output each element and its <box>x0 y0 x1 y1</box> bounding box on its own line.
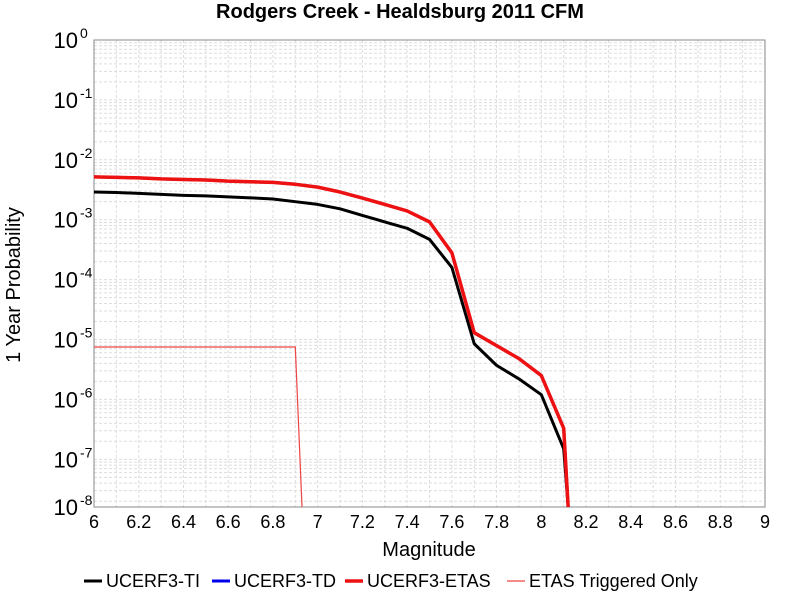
y-tick-label: 10 -2 <box>54 145 93 173</box>
legend-label: UCERF3-TD <box>234 571 336 591</box>
legend-item: ETAS Triggered Only <box>507 571 698 591</box>
x-tick-label: 8.4 <box>618 512 643 532</box>
y-tick-base: 10 <box>54 328 78 353</box>
x-tick-label: 8.6 <box>663 512 688 532</box>
legend-label: ETAS Triggered Only <box>529 571 698 591</box>
y-tick-exponent: -6 <box>80 384 93 400</box>
y-tick-base: 10 <box>54 208 78 233</box>
y-tick-base: 10 <box>54 495 78 520</box>
x-tick-label: 6.6 <box>216 512 241 532</box>
y-tick-exponent: -1 <box>80 85 93 101</box>
y-tick-base: 10 <box>54 28 78 53</box>
series-line-ucerf3-etas <box>93 175 570 508</box>
x-tick-labels: 6 6.2 6.4 6.6 6.8 7 7.2 7.4 7.6 7.8 8 8.2 8.4 8.6 8.8 9 <box>89 512 770 532</box>
legend-label: UCERF3-TI <box>106 571 200 591</box>
x-tick-label: 7 <box>313 512 323 532</box>
x-tick-label: 7.6 <box>439 512 464 532</box>
series-layer <box>93 175 570 508</box>
y-axis-label: 1 Year Probability <box>3 207 25 363</box>
y-tick-exponent: -3 <box>80 205 93 221</box>
series-line-ucerf3-ti <box>93 190 570 508</box>
y-tick-label: 10 -6 <box>54 384 93 412</box>
y-tick-label: 10 -4 <box>54 265 93 293</box>
y-tick-label: 10 -8 <box>54 492 93 520</box>
series-line-etas-triggered-only <box>94 346 303 508</box>
x-tick-label: 6.4 <box>171 512 196 532</box>
y-tick-exponent: -2 <box>80 145 93 161</box>
legend-item: UCERF3-TD <box>212 571 336 591</box>
x-tick-label: 8.8 <box>708 512 733 532</box>
y-tick-exponent: 0 <box>80 25 88 41</box>
y-tick-label: 10 -7 <box>54 444 93 472</box>
legend-item: UCERF3-ETAS <box>345 571 491 591</box>
grid-lines <box>93 39 766 507</box>
legend-item: UCERF3-TI <box>84 571 200 591</box>
plot-area <box>93 39 766 508</box>
x-axis-label: Magnitude <box>382 539 475 561</box>
y-tick-exponent: -5 <box>80 325 93 341</box>
y-tick-label: 10 -1 <box>54 85 93 113</box>
y-tick-base: 10 <box>54 88 78 113</box>
y-tick-exponent: -7 <box>80 444 93 460</box>
chart-legend: UCERF3-TI UCERF3-TD UCERF3-ETAS ETAS Trigge… <box>84 571 698 591</box>
x-tick-label: 6.2 <box>126 512 151 532</box>
x-tick-label: 9 <box>760 512 770 532</box>
y-tick-label: 10 -5 <box>54 325 93 353</box>
y-tick-label: 10 -3 <box>54 205 93 233</box>
x-tick-label: 6.8 <box>260 512 285 532</box>
x-tick-label: 7.4 <box>395 512 420 532</box>
y-tick-base: 10 <box>54 387 78 412</box>
legend-label: UCERF3-ETAS <box>367 571 491 591</box>
chart-title: Rodgers Creek - Healdsburg 2011 CFM <box>216 1 584 23</box>
x-tick-label: 8 <box>536 512 546 532</box>
y-tick-exponent: -8 <box>80 492 93 508</box>
y-tick-base: 10 <box>54 148 78 173</box>
x-tick-label: 7.2 <box>350 512 375 532</box>
x-tick-label: 6 <box>89 512 99 532</box>
y-tick-base: 10 <box>54 447 78 472</box>
y-tick-exponent: -4 <box>80 265 93 281</box>
y-tick-label: 10 0 <box>54 25 88 53</box>
x-tick-label: 7.8 <box>484 512 509 532</box>
x-tick-label: 8.2 <box>574 512 599 532</box>
y-tick-base: 10 <box>54 268 78 293</box>
